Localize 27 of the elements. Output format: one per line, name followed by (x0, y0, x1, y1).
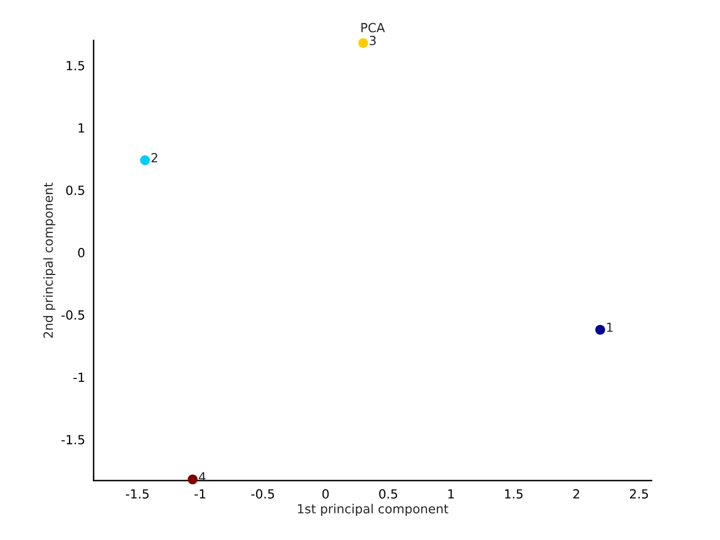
x-tick-label: 0 (322, 489, 329, 499)
y-tick-label: -1.5 (61, 435, 84, 444)
y-tick-label: -0.5 (61, 310, 84, 320)
x-tick-label: 2 (573, 489, 580, 498)
y-tick-label: 0.5 (66, 186, 84, 196)
annotation: 4 (198, 472, 206, 482)
x-tick-label: 2.5 (630, 489, 648, 499)
y-tick-label: -1 (73, 372, 84, 382)
x-tick-label: -1 (194, 489, 206, 498)
point (140, 155, 150, 166)
y-tick-label: 1 (78, 123, 84, 133)
y-axis-title: 2nd principal component (43, 182, 56, 338)
y-tick-label: 0 (78, 248, 84, 258)
point (358, 38, 368, 48)
x-axis-title: 1st principal component (298, 504, 448, 516)
annotation: 2 (151, 152, 158, 162)
x-tick-label: -0.5 (251, 489, 274, 499)
x-tick-label: 1.5 (505, 489, 523, 499)
y-tick-label: 1.5 (66, 61, 84, 70)
annotation: 1 (607, 322, 613, 332)
point (595, 324, 606, 335)
x-tick-label: 1 (448, 489, 454, 498)
chart-title: PCA (361, 22, 385, 32)
annotation: 3 (370, 36, 376, 46)
x-tick-label: 0.5 (379, 489, 398, 499)
point (188, 474, 198, 484)
x-tick-label: -1.5 (126, 489, 149, 499)
